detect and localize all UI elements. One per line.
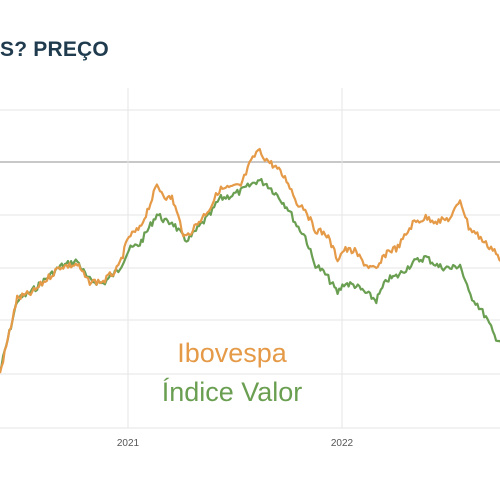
legend: Ibovespa Índice Valor — [162, 338, 303, 407]
legend-entry-ibovespa: Ibovespa — [177, 338, 288, 368]
legend-entry-indice-valor: Índice Valor — [162, 377, 303, 407]
x-axis-ticks: 2021 2022 — [117, 438, 354, 449]
x-tick-label: 2022 — [331, 438, 354, 449]
series-lines — [0, 147, 500, 374]
chart-title: S? PREÇO — [0, 38, 109, 61]
x-tick-label: 2021 — [117, 438, 140, 449]
series-line-ibovespa — [0, 147, 500, 374]
series-line-indice-valor — [0, 177, 500, 372]
